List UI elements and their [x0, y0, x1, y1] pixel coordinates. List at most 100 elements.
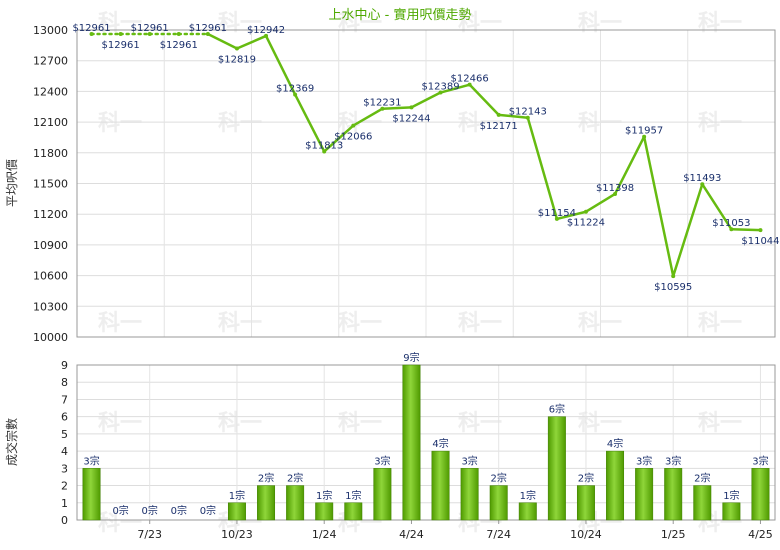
line-point: [147, 31, 152, 36]
line-segment: [293, 93, 326, 153]
y-tick-label: 1: [61, 497, 68, 510]
line-segment: [642, 135, 675, 278]
line-point: [729, 227, 734, 232]
y-tick-label: 0: [61, 514, 68, 527]
line-series: [89, 31, 763, 279]
x-tick-label: 7/24: [486, 528, 511, 541]
bar-series: [82, 364, 770, 521]
line-value-label: $11398: [596, 183, 634, 194]
bar-value-label: 9宗: [403, 351, 419, 364]
watermark-text: 科一: [458, 311, 502, 336]
bar: [373, 468, 392, 521]
line-value-label: $12066: [334, 132, 372, 143]
y-tick-label: 12700: [33, 55, 68, 68]
line-point: [264, 33, 269, 38]
watermark-text: 科一: [98, 411, 142, 436]
line-value-label: $12961: [102, 40, 140, 51]
x-tick-label: 1/24: [312, 528, 337, 541]
line-segment: [555, 210, 588, 221]
line-point: [438, 90, 443, 95]
watermark-text: 科一: [218, 311, 262, 336]
line-point: [554, 216, 559, 221]
line-point: [234, 46, 239, 51]
bar: [286, 485, 305, 521]
bar-value-label: 3宗: [665, 454, 681, 467]
bar-value-label: 4宗: [607, 437, 623, 450]
x-tick-label: 4/24: [399, 528, 424, 541]
line-value-label: $12171: [480, 121, 518, 132]
bar-value-label: 6宗: [549, 403, 565, 416]
line-point: [322, 149, 327, 154]
y-tick-label: 4: [61, 445, 68, 458]
bar-value-label: 1宗: [520, 489, 536, 502]
line-point: [380, 106, 385, 111]
watermark-text: 科一: [218, 11, 262, 36]
line-segment: [381, 106, 413, 110]
line-value-label: $12244: [392, 113, 430, 124]
line-point: [613, 191, 618, 196]
line-segment: [206, 32, 239, 50]
line-value-label: $12819: [218, 55, 256, 66]
bar-value-label: 0宗: [171, 504, 187, 517]
y-tick-label: 7: [61, 393, 68, 406]
line-point: [583, 209, 588, 214]
line-value-label: $12961: [160, 40, 198, 51]
bar: [518, 502, 537, 521]
bar: [227, 502, 246, 521]
line-value-label: $12231: [363, 98, 401, 109]
line-value-label: $11044: [741, 236, 779, 247]
y-tick-label: 12400: [33, 85, 68, 98]
watermark-text: 科一: [698, 11, 742, 36]
bar-value-label: 1宗: [723, 489, 739, 502]
bar-value-label: 0宗: [112, 504, 128, 517]
line-point: [351, 123, 356, 128]
line-value-label: $11957: [625, 126, 663, 137]
bar-value-label: 2宗: [491, 472, 507, 485]
line-segment: [352, 107, 384, 127]
line-point: [700, 182, 705, 187]
bar-value-label: 2宗: [694, 472, 710, 485]
bar-chart-grid: 0 1 2 3 4 5 6 7 8 9 7/23 10/23 1/24 4/24 7/24 10/24 1/25…: [61, 359, 776, 541]
line-value-label: $11154: [538, 208, 576, 219]
line-segment: [468, 83, 500, 117]
x-tick-label: 10/23: [221, 528, 253, 541]
watermark-text: 科一: [218, 111, 262, 136]
bar: [576, 485, 595, 521]
line-value-label: $11224: [567, 218, 605, 229]
line-point: [467, 82, 472, 87]
line-value-label: $11493: [683, 173, 721, 184]
bar: [402, 364, 421, 521]
line-value-label: $10595: [654, 282, 692, 293]
bar: [547, 416, 566, 521]
x-tick-label: 1/25: [661, 528, 686, 541]
bar: [635, 468, 654, 521]
bar-value-label: 3宗: [636, 454, 652, 467]
watermark-text: 科一: [338, 11, 382, 36]
line-point: [758, 228, 763, 233]
bar: [606, 450, 625, 521]
chart-title: 上水中心 - 實用呎價走勢: [329, 7, 472, 23]
watermark-text: 科一: [458, 411, 502, 436]
bar-value-label: 1宗: [316, 489, 332, 502]
watermark-text: 科一: [458, 11, 502, 36]
line-y-axis-label: 平均呎價: [5, 159, 19, 207]
line-segment: [235, 34, 268, 50]
line-point: [671, 274, 676, 279]
line-point: [118, 31, 123, 36]
y-tick-label: 6: [61, 411, 68, 424]
watermark-text: 科一: [98, 311, 142, 336]
line-segment: [730, 227, 762, 232]
watermark-text: 科一: [458, 111, 502, 136]
line-segment: [322, 124, 355, 153]
line-point: [176, 31, 181, 36]
bar-value-label: 3宗: [374, 454, 390, 467]
line-segment: [264, 34, 297, 96]
bar-value-label: 2宗: [578, 472, 594, 485]
watermark-text: 科一: [338, 311, 382, 336]
line-point: [89, 31, 94, 36]
line-point: [409, 105, 414, 110]
bar: [315, 502, 334, 521]
bar-value-label: 3宗: [752, 454, 768, 467]
bar-value-label: 1宗: [229, 489, 245, 502]
y-tick-label: 10600: [33, 270, 68, 283]
